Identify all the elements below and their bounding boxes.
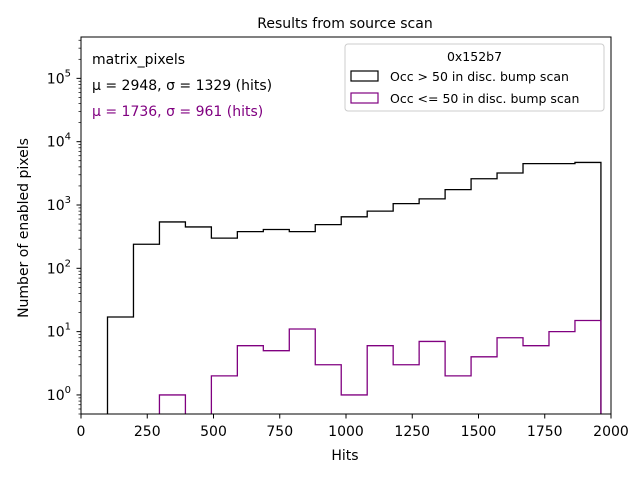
x-tick-label: 1250: [394, 424, 430, 440]
x-tick-label: 0: [77, 424, 86, 440]
y-axis-title: Number of enabled pixels: [16, 138, 32, 318]
stats-annotation-3: μ = 1736, σ = 961 (hits): [92, 104, 263, 120]
x-tick-label: 250: [134, 424, 161, 440]
y-tick-label: 102: [47, 258, 71, 277]
x-axis-title: Hits: [331, 448, 358, 464]
x-tick-label: 750: [266, 424, 293, 440]
legend-box: [344, 43, 605, 112]
y-tick-label: 103: [47, 195, 71, 214]
stats-annotation-2: μ = 2948, σ = 1329 (hits): [92, 78, 272, 94]
chart-title: Results from source scan: [257, 16, 432, 32]
x-tick-label: 1750: [527, 424, 563, 440]
stats-annotation-1: matrix_pixels: [92, 52, 185, 68]
x-tick-label: 2000: [593, 424, 629, 440]
x-tick-label: 500: [200, 424, 227, 440]
y-tick-label: 105: [47, 68, 71, 87]
y-tick-label: 104: [47, 132, 71, 151]
legend-label-2: Occ <= 50 in disc. bump scan: [390, 91, 579, 106]
legend-title: 0x152b7: [447, 49, 502, 64]
y-tick-label: 100: [47, 385, 71, 404]
histogram-series-1: [106, 161, 602, 414]
legend-label-1: Occ > 50 in disc. bump scan: [390, 69, 569, 84]
legend-swatch-1: [350, 70, 379, 82]
y-tick-label: 101: [47, 322, 71, 341]
x-tick-label: 1500: [461, 424, 497, 440]
histogram-series-2: [158, 319, 602, 414]
plot-area: 0 250 500 750 1000 1250 1500 1750 2000 100 101 102 1…: [47, 36, 629, 440]
x-tick-label: 1000: [328, 424, 364, 440]
legend-swatch-2: [350, 92, 379, 104]
